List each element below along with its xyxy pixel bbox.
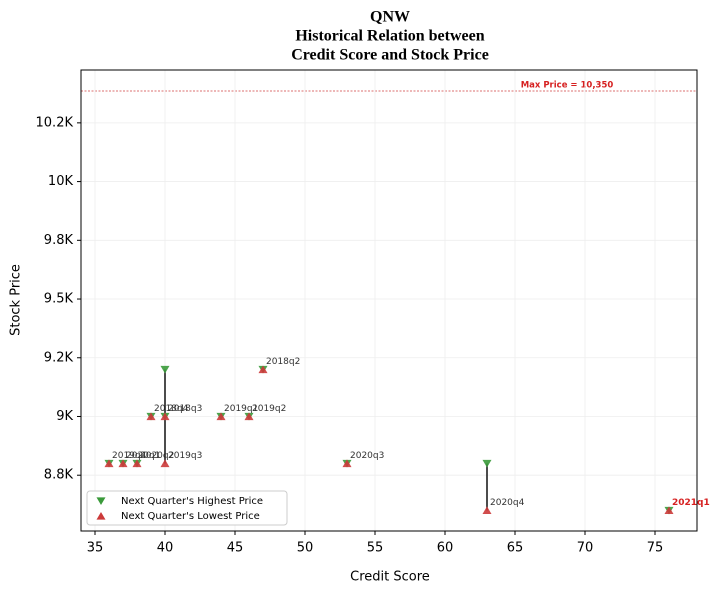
y-tick-label: 10.2K (36, 115, 74, 130)
y-tick-label: 9K (56, 409, 73, 424)
point (482, 506, 492, 515)
point (118, 459, 128, 468)
legend-box (86, 490, 288, 526)
legend-marker (96, 511, 106, 520)
annotation: Max Price = 10,350 (521, 81, 614, 91)
point-label: 2020q2 (140, 451, 174, 461)
point (664, 506, 674, 515)
point (146, 412, 156, 421)
point-label: 2018q2 (266, 357, 300, 367)
point (342, 459, 352, 468)
point (244, 412, 254, 421)
point-label: 2019q2 (252, 404, 286, 414)
y-tick-label: 9.8K (44, 233, 74, 248)
point-label: 2020q1 (126, 451, 160, 461)
chart-title: QNW (370, 9, 410, 26)
chart-title: Historical Relation between (295, 28, 484, 45)
point (258, 365, 268, 374)
point (216, 412, 226, 421)
legend-marker (96, 497, 106, 506)
x-tick-label: 45 (227, 541, 244, 556)
x-tick-label: 60 (437, 541, 454, 556)
y-tick-label: 10K (48, 174, 74, 189)
x-tick-label: 35 (87, 541, 104, 556)
x-axis-label: Credit Score (350, 570, 430, 585)
legend-label: Next Quarter's Highest Price (121, 496, 263, 507)
point (132, 459, 142, 468)
point-label: 2019q1 (224, 404, 258, 414)
chart-title: Credit Score and Stock Price (291, 47, 489, 64)
point (482, 459, 492, 468)
point-label: 2021q1 (672, 498, 710, 508)
point (160, 412, 170, 421)
y-tick-label: 9.2K (44, 350, 74, 365)
point-label: 2020q3 (350, 451, 384, 461)
y-axis-label: Stock Price (9, 264, 24, 336)
point (104, 459, 114, 468)
legend-label: Next Quarter's Lowest Price (121, 511, 260, 522)
x-tick-label: 40 (157, 541, 174, 556)
point-label: 2019q4 (112, 451, 147, 461)
plot-frame (80, 69, 698, 532)
x-tick-label: 50 (297, 541, 314, 556)
point-label: 2019q3 (168, 451, 202, 461)
x-tick-label: 65 (507, 541, 524, 556)
y-tick-label: 9.5K (44, 292, 74, 307)
point-label: 2020q4 (490, 498, 525, 508)
y-tick-label: 8.8K (44, 468, 74, 483)
point (160, 365, 170, 374)
x-tick-label: 70 (577, 541, 594, 556)
point-label: 2018q3 (168, 404, 202, 414)
point (160, 459, 170, 468)
point-label: 2018q4 (154, 404, 189, 414)
x-tick-label: 75 (647, 541, 664, 556)
x-tick-label: 55 (367, 541, 384, 556)
